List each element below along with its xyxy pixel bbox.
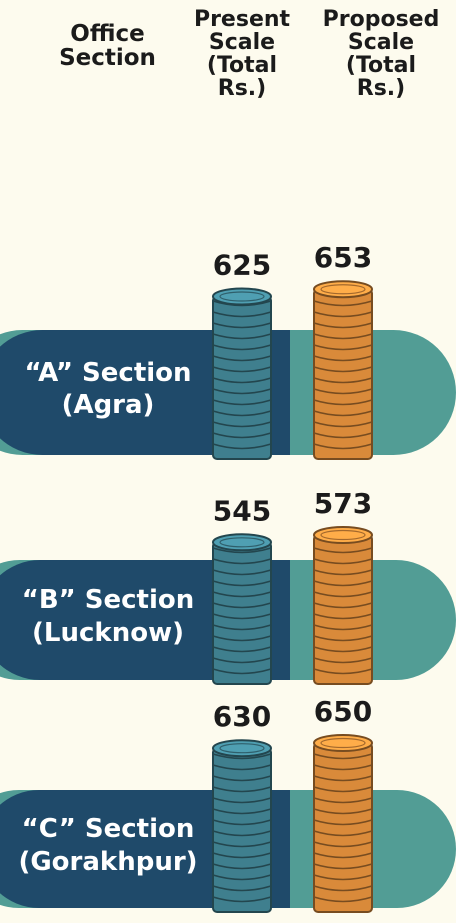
- stack-body: [314, 535, 372, 684]
- value-label: 545: [213, 494, 271, 527]
- coin-stack: [213, 289, 271, 460]
- coin-stack: [213, 740, 271, 912]
- value-label: 650: [314, 695, 372, 728]
- series-header: Proposed Scale (Total Rs.): [321, 8, 441, 100]
- column-header: Office Section: [55, 22, 160, 70]
- coin-top: [213, 740, 271, 756]
- category-label: “A” Section (Agra): [8, 357, 208, 422]
- stack-body: [314, 743, 372, 912]
- coin-stack: [314, 281, 372, 459]
- chart: 625 653 545 573 630 650: [0, 0, 456, 923]
- coin-stack: [213, 534, 271, 684]
- stack-body: [213, 748, 271, 912]
- coin-top: [314, 735, 372, 751]
- value-label: 625: [213, 249, 271, 282]
- value-label: 630: [213, 700, 271, 733]
- category-label: “C” Section (Gorakhpur): [8, 813, 208, 878]
- coin-top: [314, 281, 372, 297]
- coin-stack: [314, 527, 372, 684]
- coin-top: [213, 534, 271, 550]
- infographic: 625 653 545 573 630 650 Office Section Presen…: [0, 0, 456, 923]
- coin-top: [213, 289, 271, 305]
- coin-stack: [314, 735, 372, 912]
- category-label: “B” Section (Lucknow): [8, 584, 208, 649]
- value-label: 653: [314, 241, 372, 274]
- series-header: Present Scale (Total Rs.): [182, 8, 302, 100]
- value-label: 573: [314, 487, 372, 520]
- coin-top: [314, 527, 372, 543]
